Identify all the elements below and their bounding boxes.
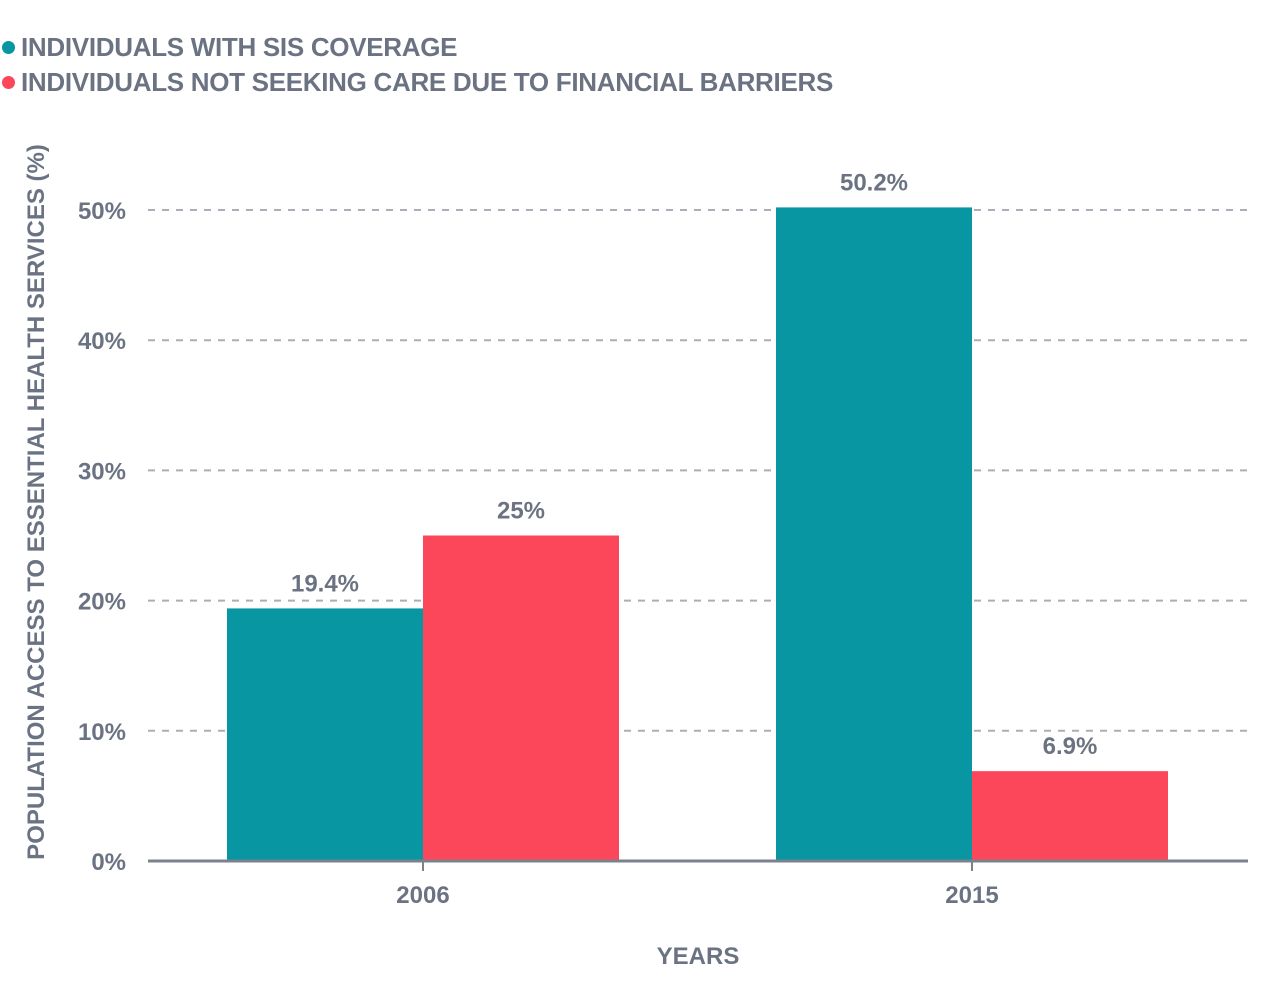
y-tick-label-40: 40% [78, 328, 126, 355]
bar-2015-series-1 [972, 771, 1168, 861]
legend-swatch-sis-coverage [2, 41, 15, 54]
legend-swatch-financial-barriers [2, 76, 15, 89]
y-tick-label-20: 20% [78, 589, 126, 616]
y-axis-ticks: 0% 10% 20% 30% 40% 50% [78, 198, 126, 876]
x-tick-label-2006: 2006 [396, 882, 449, 909]
gridlines [148, 209, 1248, 732]
x-tick-label-2015: 2015 [945, 882, 998, 909]
bar-2006-series-1 [423, 535, 619, 861]
legend-item-sis-coverage: INDIVIDUALS WITH SIS COVERAGE [0, 30, 833, 65]
bar-2015-series-0 [776, 207, 972, 861]
data-label-2006-series-1: 25% [497, 498, 545, 525]
y-tick-label-50: 50% [78, 198, 126, 225]
y-tick-label-30: 30% [78, 458, 126, 485]
data-label-2006-series-0: 19.4% [291, 570, 359, 597]
x-axis-title: YEARS [657, 943, 740, 970]
legend-label-sis-coverage: INDIVIDUALS WITH SIS COVERAGE [21, 32, 458, 62]
legend-label-financial-barriers: INDIVIDUALS NOT SEEKING CARE DUE TO FINA… [21, 67, 834, 97]
data-label-2015-series-1: 6.9% [1043, 733, 1098, 760]
y-axis-title: POPULATION ACCESS TO ESSENTIAL HEALTH SE… [23, 144, 50, 860]
x-axis-ticks: 2006 2015 [396, 861, 999, 909]
bar-2006-series-0 [227, 608, 423, 861]
data-label-2015-series-0: 50.2% [840, 169, 908, 196]
legend: INDIVIDUALS WITH SIS COVERAGE INDIVIDUAL… [0, 30, 833, 100]
y-tick-label-0: 0% [91, 849, 126, 876]
data-labels: 19.4% 25% 50.2% 6.9% [291, 169, 1097, 760]
y-tick-label-10: 10% [78, 719, 126, 746]
bars [227, 207, 1168, 861]
legend-item-financial-barriers: INDIVIDUALS NOT SEEKING CARE DUE TO FINA… [0, 65, 833, 100]
